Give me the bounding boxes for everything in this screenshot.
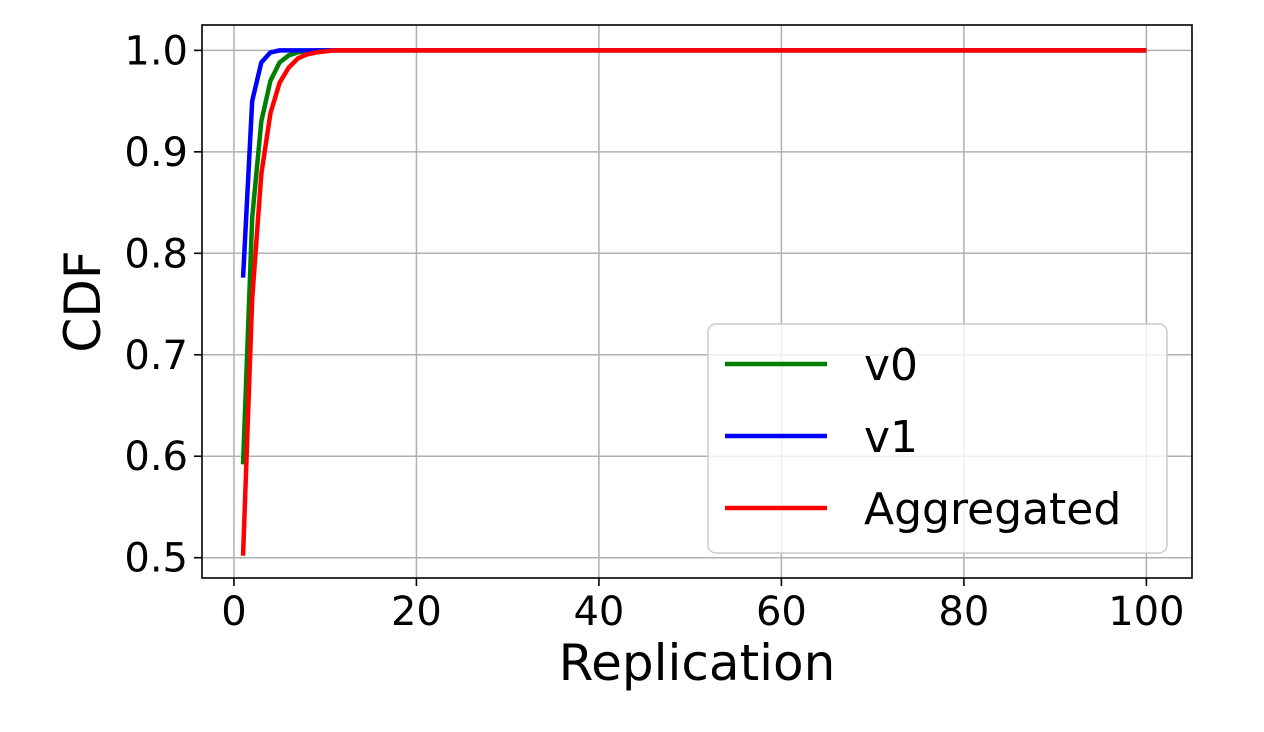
legend-box bbox=[707, 323, 1168, 554]
legend: v0 v1 Aggregated bbox=[707, 323, 1168, 554]
x-tick-label: 40 bbox=[573, 589, 624, 635]
legend-label-v1: v1 bbox=[864, 412, 918, 463]
legend-label-v0: v0 bbox=[864, 340, 918, 391]
y-tick-label: 0.9 bbox=[124, 130, 188, 176]
series-lines bbox=[240, 48, 1147, 556]
y-tick-label: 0.6 bbox=[124, 434, 188, 480]
x-tick-label: 20 bbox=[391, 589, 442, 635]
y-tick-label: 0.5 bbox=[124, 536, 188, 582]
x-tick-label: 0 bbox=[221, 589, 246, 635]
y-tick-label: 0.8 bbox=[124, 231, 188, 277]
grid bbox=[202, 25, 1192, 578]
plot-frame bbox=[201, 24, 1193, 579]
axis-ticks: 0 20 40 60 80 100 0.5 0.6 0.7 0.8 0.9 1.0 bbox=[124, 28, 1184, 635]
x-tick-label: 60 bbox=[756, 589, 807, 635]
x-axis-label: Replication bbox=[559, 634, 836, 692]
y-tick-label: 1.0 bbox=[124, 28, 188, 74]
series-line-aggregated bbox=[240, 48, 1147, 556]
legend-label-aggregated: Aggregated bbox=[864, 484, 1121, 535]
y-axis-label: CDF bbox=[54, 250, 112, 352]
y-tick-label: 0.7 bbox=[124, 333, 188, 379]
x-tick-label: 80 bbox=[938, 589, 989, 635]
x-tick-label: 100 bbox=[1108, 589, 1184, 635]
